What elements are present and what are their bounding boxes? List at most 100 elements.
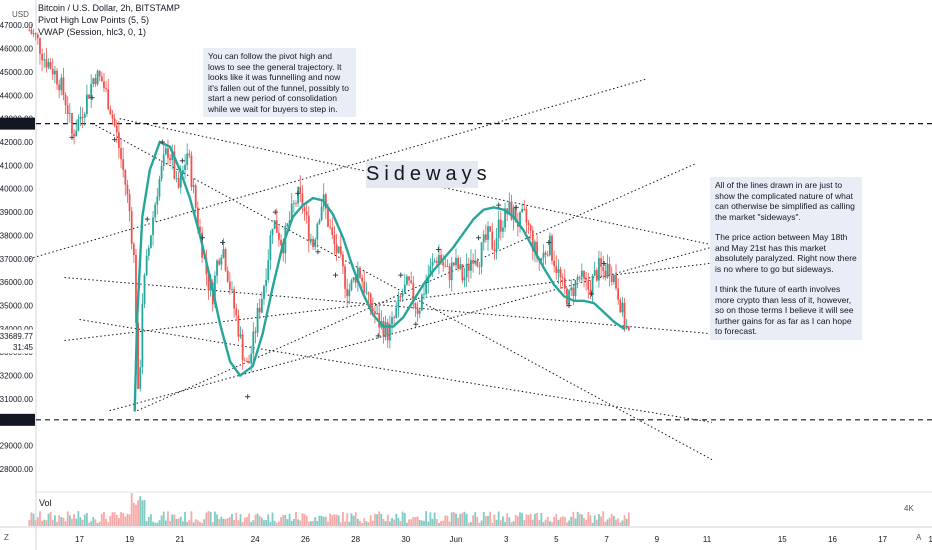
volume-bar [43,519,46,526]
volume-bar [538,520,541,526]
candle-body [583,270,585,279]
volume-bar [589,515,592,526]
candle-body [435,260,438,263]
volume-bar [397,517,400,526]
pivot-marker [220,239,226,245]
volume-bar [154,522,157,526]
vwap-line[interactable] [133,140,626,412]
candle-body [516,222,519,227]
pivot-indicator-label[interactable]: Pivot High Low Points (5, 5) [38,15,150,25]
candle-body [271,228,274,236]
volume-bar [329,513,332,526]
candle-body [374,311,376,315]
candle-body [574,279,577,297]
volume-bar [132,502,135,526]
volume-bar [239,514,242,526]
pivot-marker [546,239,552,245]
candle-body [414,302,417,309]
candle-body [504,208,506,228]
candle-body [260,298,263,313]
analysis-note[interactable]: All of the lines drawn in are just to sh… [710,177,862,340]
volume-bar [77,511,80,526]
candle-body [71,113,73,134]
pivot-note[interactable]: You can follow the pivot high and lows t… [203,48,356,117]
candle-body [459,264,462,269]
volume-bar [598,514,600,526]
volume-bar [222,518,225,526]
volume-bar [546,516,549,526]
volume-bar [147,516,150,526]
candle-body [179,173,182,188]
candle-body [593,270,596,276]
volume-bar [612,516,615,526]
volume-bar [448,521,451,526]
volume-bar [41,520,44,526]
timezone-button[interactable]: Z [4,533,9,542]
trendline[interactable] [137,162,698,412]
trendline[interactable] [79,319,713,423]
candle-body [527,222,530,226]
candle-body [408,276,410,281]
chart-legend: Bitcoin / U.S. Dollar, 2h, BITSTAMP Pivo… [38,2,180,38]
trendline[interactable] [64,262,710,342]
volume-bar [207,511,210,526]
volume-bar [318,515,321,526]
volume-bar [615,519,617,526]
candle-body [158,179,161,197]
volume-bar [508,517,511,526]
candle-body [115,125,118,133]
volume-bar [516,516,519,526]
candle-body [77,119,80,131]
volume-bar [135,504,137,526]
candle-body [423,294,425,296]
volume-bar [427,521,430,526]
candle-body [327,208,329,227]
candle-body [559,269,562,278]
pivot-marker [513,204,519,210]
volume-bar [214,511,216,526]
volume-bar [295,511,297,526]
y-tick-label: 28000.00 [0,465,34,474]
trendline[interactable] [64,276,738,337]
candle-body [342,254,344,267]
volume-bar [81,519,84,526]
trendline[interactable] [119,118,713,246]
candle-body [275,220,278,233]
candle-body [531,230,534,252]
volume-bar [36,517,39,526]
candle-body [403,284,406,294]
candle-body [286,223,289,226]
pivot-marker [413,321,419,327]
volume-bar [64,521,67,526]
volume-bar [194,519,197,526]
volume-bar [139,496,142,526]
volume-bar [348,521,351,526]
volume-bar [574,518,577,526]
volume-bar [310,521,312,526]
auto-scale-button[interactable]: A [916,533,922,542]
volume-bar [216,514,218,526]
volume-bar [235,512,238,526]
candle-body [551,235,553,261]
x-tick-label: 26 [301,535,310,544]
volume-bar [499,520,502,526]
candle-body [64,95,67,106]
candle-body [476,260,479,267]
trendline[interactable] [91,122,713,461]
sideways-label[interactable]: Sideways [366,161,487,188]
volume-bar [320,515,323,526]
volume-bar [600,516,602,526]
candle-body [335,244,338,253]
volume-bar [122,513,125,526]
volume-bar [71,518,73,526]
volume-bar [591,522,594,526]
vwap-indicator-label[interactable]: VWAP (Session, hlc3, 0, 1) [38,27,147,37]
symbol-title[interactable]: Bitcoin / U.S. Dollar, 2h, BITSTAMP [38,3,180,13]
candle-body [480,242,483,267]
volume-bar [342,511,344,526]
candle-body [265,279,268,286]
volume-bar [561,516,564,526]
volume-bar [566,522,568,526]
volume-bar [109,515,112,526]
